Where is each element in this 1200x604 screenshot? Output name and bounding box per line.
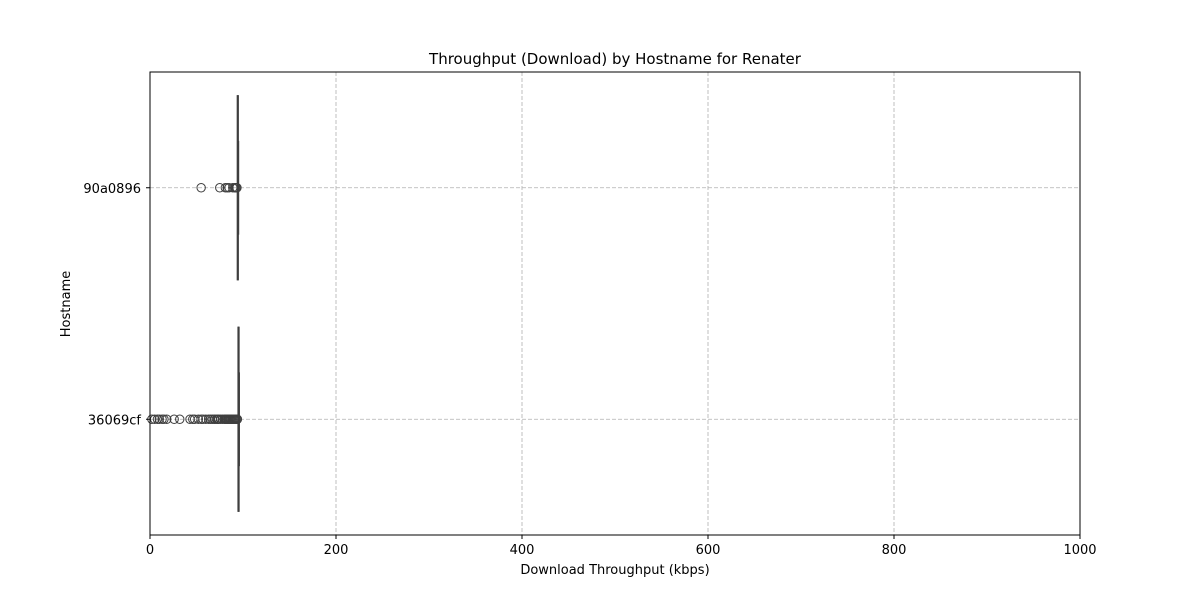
box-90a0896 (196, 95, 242, 281)
x-axis-label: Download Throughput (kbps) (520, 563, 709, 578)
x-tick-label: 600 (696, 543, 721, 558)
y-tick-label: 36069cf (88, 413, 142, 428)
x-tick-label: 400 (510, 543, 535, 558)
box-plots (147, 95, 243, 512)
outlier-point (198, 414, 208, 424)
plot-frame (149, 71, 1081, 536)
y-axis: 90a0896 36069cf (83, 182, 150, 428)
outlier-point (232, 414, 243, 424)
chart-title: Throughput (Download) by Hostname for Re… (428, 50, 802, 68)
outlier-point (175, 414, 185, 424)
y-tick-label: 90a0896 (83, 182, 141, 197)
y-axis-label: Hostname (59, 271, 74, 337)
x-tick-label: 1000 (1063, 543, 1096, 558)
outlier-point (232, 183, 242, 193)
x-tick-label: 800 (882, 543, 907, 558)
outlier-point (196, 183, 206, 193)
outlier-point (169, 414, 179, 424)
outlier-point (162, 414, 172, 424)
outlier-point (159, 414, 169, 424)
x-tick-label: 200 (324, 543, 349, 558)
outlier-point (154, 414, 165, 424)
outlier-point (193, 414, 204, 424)
box-36069cf (147, 326, 243, 512)
grid-lines (149, 72, 1081, 535)
x-axis: 0 200 400 600 800 1000 (146, 535, 1097, 558)
outlier-point (215, 183, 225, 193)
x-tick-label: 0 (146, 543, 154, 558)
